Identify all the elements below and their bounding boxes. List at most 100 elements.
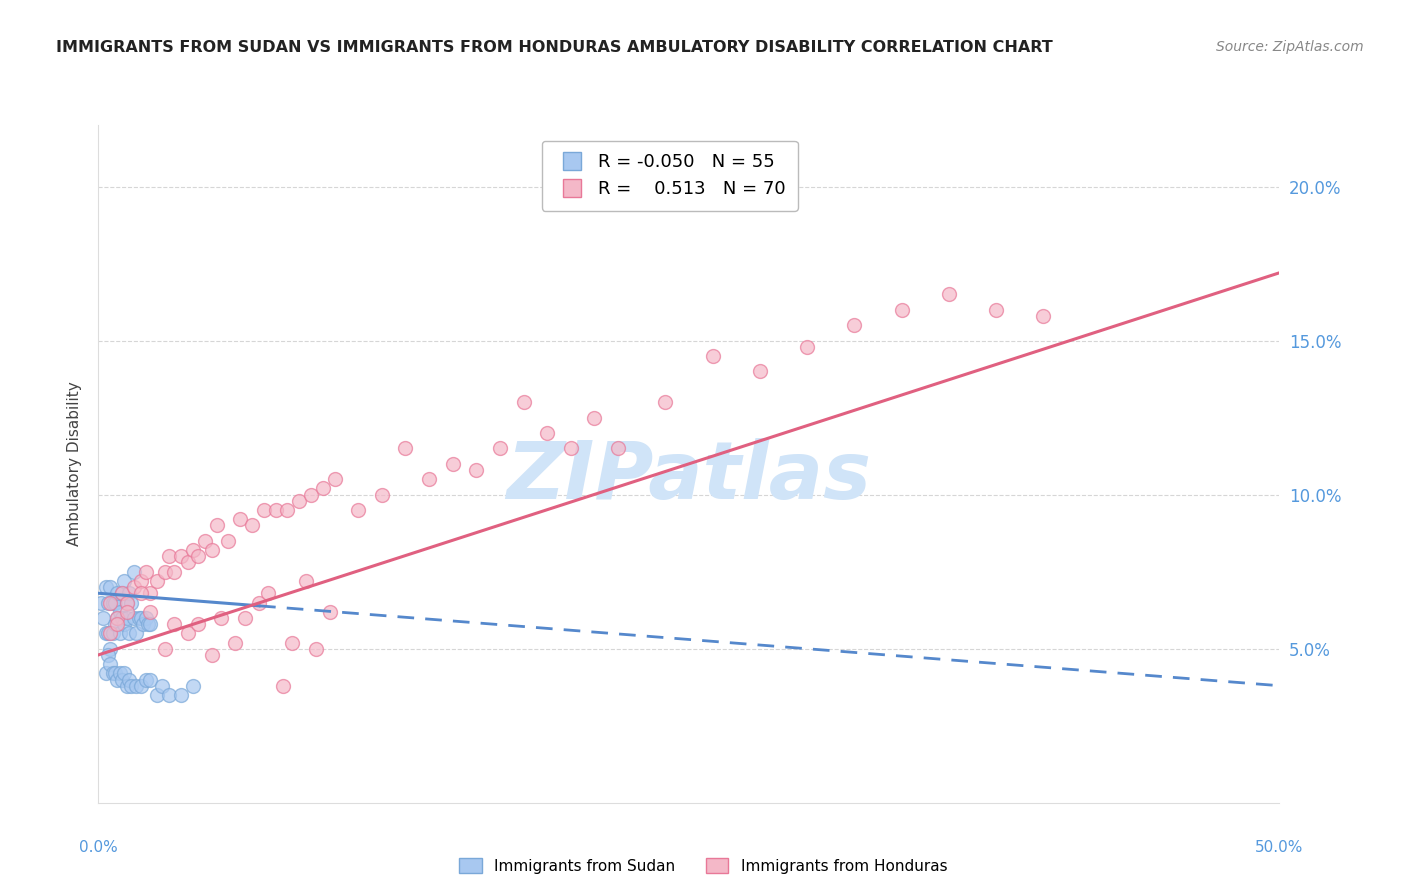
Point — [97, 626, 120, 640]
Point — [111, 586, 134, 600]
Point — [98, 657, 121, 672]
Point — [146, 574, 169, 588]
Point — [121, 595, 143, 609]
Point — [181, 679, 204, 693]
Point — [323, 472, 346, 486]
Point — [139, 673, 162, 687]
Point — [136, 617, 159, 632]
Point — [135, 565, 157, 579]
Point — [94, 626, 117, 640]
Point — [194, 533, 217, 548]
Point — [465, 463, 488, 477]
Point — [105, 611, 128, 625]
Point — [115, 595, 138, 609]
Point — [276, 503, 298, 517]
Point — [97, 648, 120, 662]
Point — [264, 503, 287, 517]
Point — [229, 512, 252, 526]
Point — [129, 574, 152, 588]
Point — [125, 626, 148, 640]
Point — [98, 626, 121, 640]
Point — [139, 617, 162, 632]
Point — [129, 679, 152, 693]
Point — [111, 586, 134, 600]
Point — [94, 580, 117, 594]
Point — [583, 410, 606, 425]
Point — [347, 503, 370, 517]
Point — [240, 518, 263, 533]
Point — [536, 425, 558, 440]
Point — [101, 595, 124, 609]
Point — [129, 611, 152, 625]
Point — [108, 666, 131, 681]
Point — [129, 586, 152, 600]
Point — [247, 595, 270, 609]
Point — [104, 666, 127, 681]
Point — [209, 611, 232, 625]
Point — [938, 287, 960, 301]
Point — [560, 442, 582, 456]
Point — [371, 488, 394, 502]
Point — [170, 688, 193, 702]
Point — [163, 565, 186, 579]
Text: 50.0%: 50.0% — [1256, 839, 1303, 855]
Point — [135, 673, 157, 687]
Point — [108, 605, 131, 619]
Point — [112, 574, 135, 588]
Point — [153, 565, 176, 579]
Point — [98, 595, 121, 609]
Legend: Immigrants from Sudan, Immigrants from Honduras: Immigrants from Sudan, Immigrants from H… — [453, 852, 953, 880]
Point — [299, 488, 322, 502]
Point — [748, 364, 770, 378]
Point — [128, 611, 150, 625]
Point — [187, 549, 209, 564]
Point — [201, 543, 224, 558]
Point — [150, 679, 173, 693]
Text: ZIPatlas: ZIPatlas — [506, 438, 872, 516]
Point — [984, 302, 1007, 317]
Point — [201, 648, 224, 662]
Point — [105, 586, 128, 600]
Point — [512, 395, 534, 409]
Point — [187, 617, 209, 632]
Point — [104, 617, 127, 632]
Point — [394, 442, 416, 456]
Point — [118, 626, 141, 640]
Point — [111, 611, 134, 625]
Point — [90, 595, 112, 609]
Point — [98, 580, 121, 594]
Point — [139, 605, 162, 619]
Point — [115, 611, 138, 625]
Point — [205, 518, 228, 533]
Point — [1032, 309, 1054, 323]
Point — [607, 442, 630, 456]
Point — [111, 673, 134, 687]
Point — [441, 457, 464, 471]
Point — [796, 340, 818, 354]
Point — [101, 626, 124, 640]
Point — [281, 635, 304, 649]
Point — [122, 565, 145, 579]
Point — [153, 641, 176, 656]
Point — [101, 666, 124, 681]
Point — [224, 635, 246, 649]
Point — [115, 679, 138, 693]
Point — [135, 611, 157, 625]
Point — [94, 666, 117, 681]
Point — [312, 482, 335, 496]
Point — [122, 580, 145, 594]
Legend: R = -0.050   N = 55, R =    0.513   N = 70: R = -0.050 N = 55, R = 0.513 N = 70 — [541, 141, 799, 211]
Point — [132, 617, 155, 632]
Point — [844, 318, 866, 333]
Point — [177, 556, 200, 570]
Point — [418, 472, 440, 486]
Point — [319, 605, 342, 619]
Point — [98, 641, 121, 656]
Point — [112, 617, 135, 632]
Point — [125, 679, 148, 693]
Point — [305, 641, 328, 656]
Point — [271, 679, 294, 693]
Point — [91, 611, 114, 625]
Point — [105, 611, 128, 625]
Point — [105, 673, 128, 687]
